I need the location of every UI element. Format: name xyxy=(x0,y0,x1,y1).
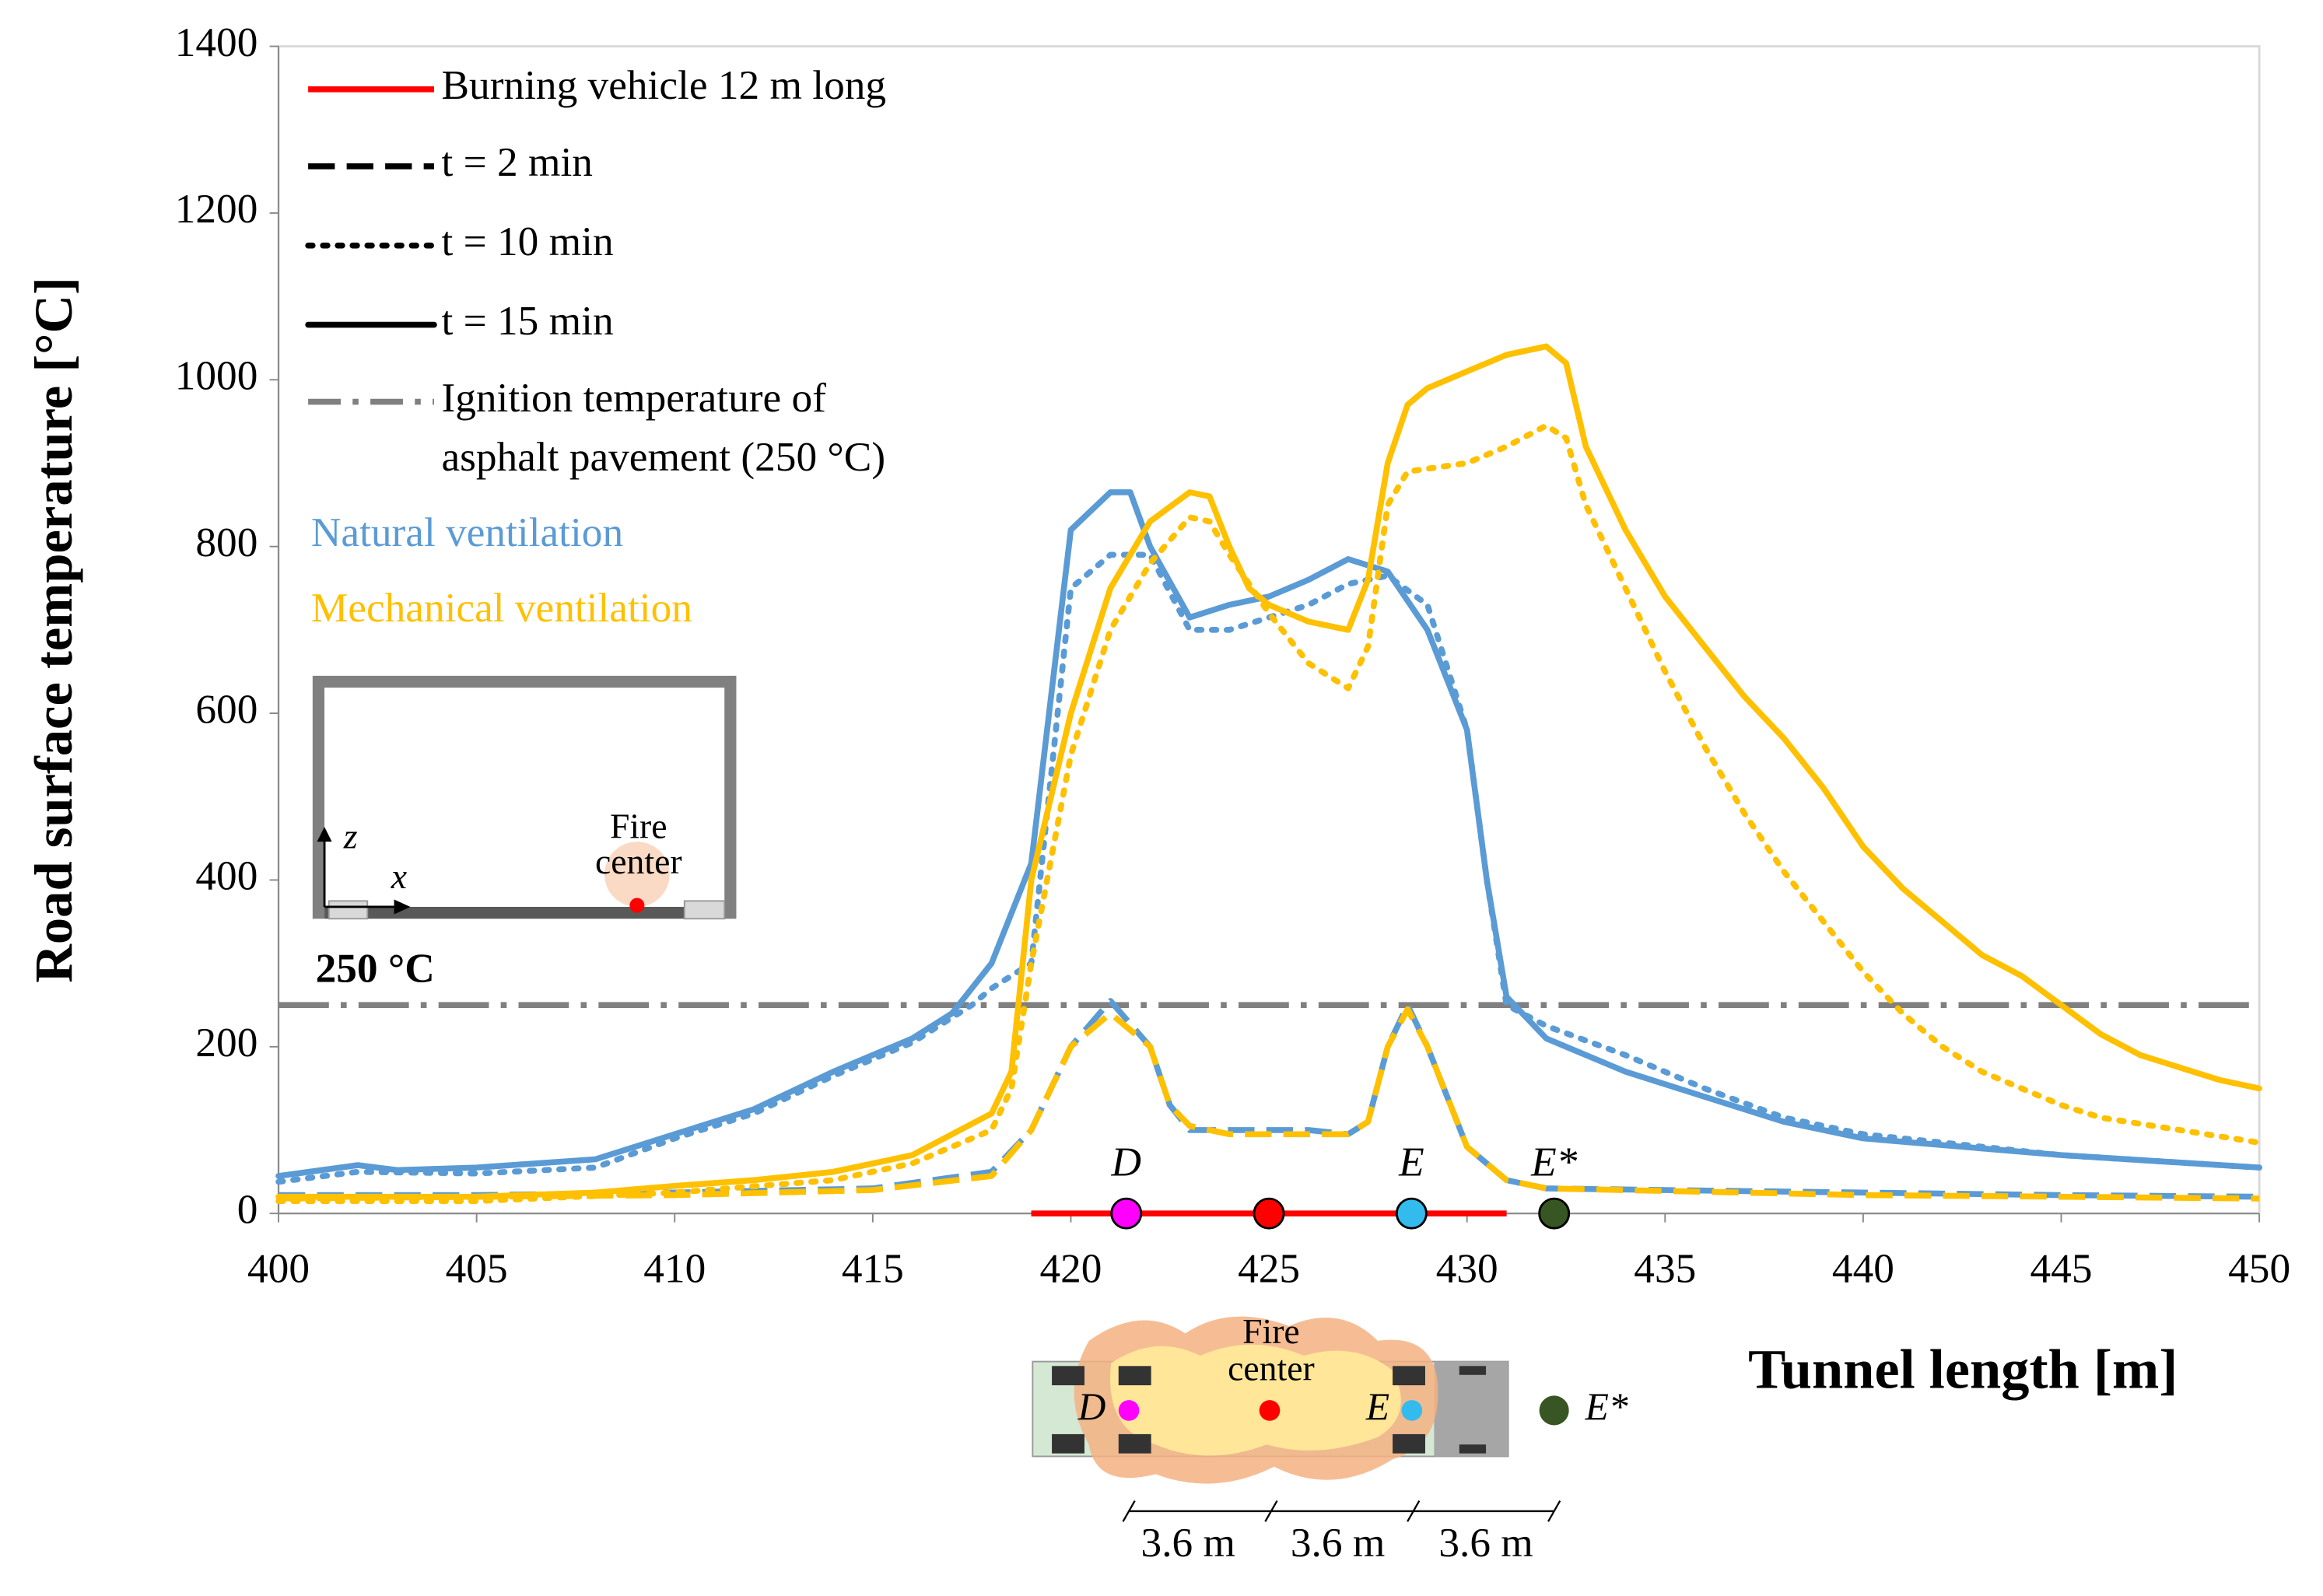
legend-label: asphalt pavement (250 °C) xyxy=(441,433,885,480)
fire-label: Fire xyxy=(1242,1311,1300,1351)
point-estar xyxy=(1539,1395,1569,1426)
wheel xyxy=(1393,1366,1425,1386)
legend-label: Natural ventilation xyxy=(311,509,623,555)
point xyxy=(1395,1197,1428,1230)
legend-label: t = 15 min xyxy=(441,297,613,344)
x-tick-label: 450 xyxy=(2228,1245,2290,1292)
x-tick-label: 420 xyxy=(1039,1245,1102,1292)
point-label: D xyxy=(1110,1138,1141,1185)
spacing-label: 3.6 m xyxy=(1141,1519,1235,1566)
flame xyxy=(1110,1344,1401,1456)
estar-label: E* xyxy=(1585,1385,1628,1428)
point-d xyxy=(1118,1400,1140,1421)
fire-label: center xyxy=(1228,1348,1315,1388)
wheel xyxy=(1459,1366,1487,1375)
plan-inset: Fire center D E E* 3.6 m 3.6 m 3.6 m xyxy=(1032,1311,1628,1566)
point-label: E xyxy=(1398,1138,1424,1185)
x-tick-label: 430 xyxy=(1436,1245,1498,1292)
fire-dot xyxy=(629,898,645,913)
legend-label: t = 10 min xyxy=(441,218,613,264)
wheel xyxy=(1118,1366,1151,1386)
point-e xyxy=(1401,1400,1423,1421)
point xyxy=(1538,1197,1571,1230)
series-line xyxy=(275,551,2262,1185)
curb xyxy=(683,900,726,920)
arrow-head xyxy=(394,899,411,915)
arrow-head xyxy=(317,827,332,842)
spacing-label: 3.6 m xyxy=(1291,1519,1385,1566)
cross-section-inset: z x Fire center xyxy=(312,675,737,920)
x-tick-label: 415 xyxy=(842,1245,904,1292)
point-center xyxy=(1259,1400,1281,1421)
x-tick-label: 425 xyxy=(1238,1245,1300,1292)
x-tick-label: 445 xyxy=(2030,1245,2093,1292)
series-line xyxy=(275,343,2262,1200)
wheel xyxy=(1118,1433,1151,1454)
legend-label: Ignition temperature of xyxy=(441,374,826,421)
spacing-label: 3.6 m xyxy=(1438,1519,1533,1566)
series-line xyxy=(275,489,2262,1179)
wheel xyxy=(1393,1433,1425,1454)
fire-label: Fire xyxy=(610,806,667,845)
x-tick-label: 400 xyxy=(247,1245,310,1292)
x-label: x xyxy=(391,856,407,896)
cab xyxy=(1434,1361,1508,1457)
point xyxy=(1253,1197,1285,1230)
x-tick-label: 435 xyxy=(1634,1245,1696,1292)
x-tick-label: 405 xyxy=(446,1245,508,1292)
y-tick-label: 600 xyxy=(195,685,258,732)
y-axis-label: Road surface temperature [°C] xyxy=(24,277,83,982)
y-tick-label: 400 xyxy=(195,852,258,899)
y-tick-label: 800 xyxy=(195,519,258,565)
wheel xyxy=(1459,1444,1487,1454)
x-tick-label: 440 xyxy=(1832,1245,1894,1292)
point xyxy=(1110,1197,1143,1230)
y-tick-label: 1400 xyxy=(175,19,258,65)
road xyxy=(324,906,685,919)
flame xyxy=(604,842,670,907)
wheel xyxy=(1052,1433,1084,1454)
y-tick-label: 0 xyxy=(237,1185,258,1232)
z-label: z xyxy=(343,817,358,856)
legend-label: Burning vehicle 12 m long xyxy=(441,61,886,108)
dimension-line xyxy=(1122,1500,1561,1522)
series-line xyxy=(275,422,2262,1204)
d-label: D xyxy=(1077,1385,1106,1428)
curb xyxy=(328,900,369,920)
e-label: E xyxy=(1365,1385,1389,1428)
legend-label: t = 2 min xyxy=(441,138,592,185)
x-axis-label: Tunnel length [m] xyxy=(1748,1338,2178,1400)
legend-label: Mechanical ventilation xyxy=(311,584,692,631)
y-tick-label: 1200 xyxy=(175,185,258,232)
ignition-annotation: 250 °C xyxy=(316,945,435,992)
tunnel-frame xyxy=(312,675,737,919)
y-tick-label: 1000 xyxy=(175,352,258,399)
point-label: E* xyxy=(1530,1138,1578,1185)
fire-label: center xyxy=(595,842,682,881)
wheel xyxy=(1052,1366,1084,1386)
y-tick-label: 200 xyxy=(195,1019,258,1066)
x-tick-label: 410 xyxy=(643,1245,706,1292)
series-line xyxy=(278,1006,2260,1202)
